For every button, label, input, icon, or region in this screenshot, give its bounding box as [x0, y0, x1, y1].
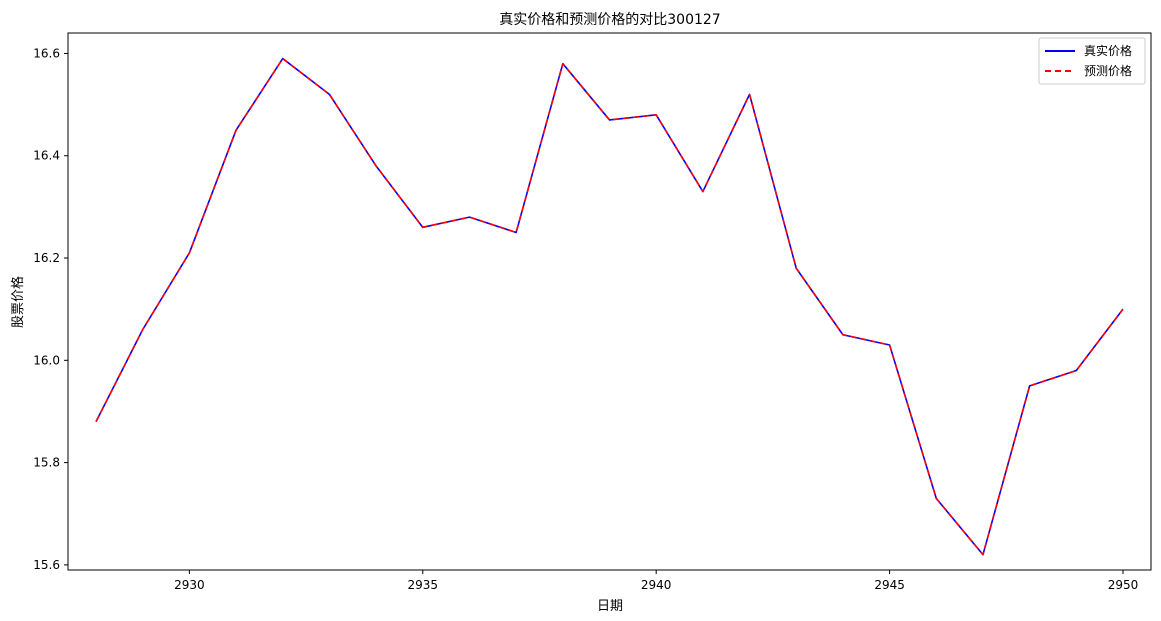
y-tick-label: 15.8: [33, 456, 60, 470]
x-tick-label: 2930: [174, 578, 205, 592]
y-tick-label: 16.2: [33, 251, 60, 265]
y-tick-label: 15.6: [33, 558, 60, 572]
x-tick-label: 2950: [1108, 578, 1139, 592]
legend-label-0: 真实价格: [1084, 43, 1132, 58]
x-axis-title: 日期: [597, 599, 623, 614]
series-line-1: [95, 57, 1124, 556]
axis-ticks: 2930 2935 2940 2945 2950 15.6 15.8 16.0 16.2 16.4…: [33, 46, 1138, 592]
legend-box: [1038, 37, 1146, 85]
y-tick-label: 16.6: [33, 46, 60, 60]
y-tick-label: 16.4: [33, 149, 60, 163]
plot-area: [67, 32, 1152, 571]
chart-title: 真实价格和预测价格的对比300127: [499, 12, 720, 28]
x-tick-label: 2940: [641, 578, 672, 592]
series-line-0: [95, 57, 1124, 556]
y-axis-title: 股票价格: [10, 276, 26, 328]
legend-label-1: 预测价格: [1084, 63, 1132, 78]
series-lines: [95, 57, 1124, 556]
y-tick-label: 16.0: [33, 353, 60, 367]
legend: 真实价格 预测价格: [1038, 37, 1146, 85]
x-tick-label: 2945: [874, 578, 905, 592]
x-tick-label: 2935: [408, 578, 439, 592]
